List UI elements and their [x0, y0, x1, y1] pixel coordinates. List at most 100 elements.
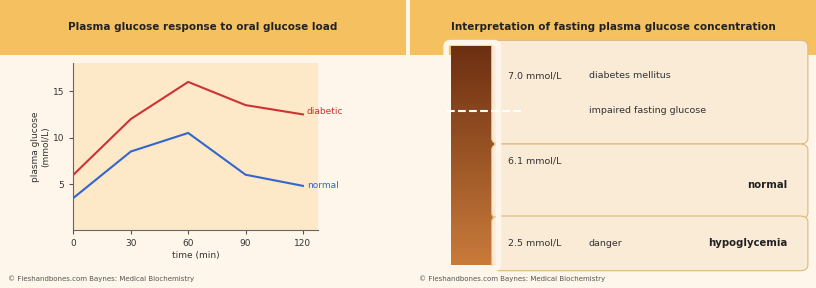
- Bar: [451, 183, 494, 185]
- Bar: [451, 92, 494, 95]
- Bar: [451, 259, 494, 262]
- Bar: [451, 234, 494, 238]
- Bar: [451, 256, 494, 259]
- FancyBboxPatch shape: [491, 144, 808, 219]
- Bar: [451, 158, 494, 161]
- Bar: [451, 125, 494, 128]
- Bar: [451, 60, 494, 62]
- Bar: [451, 111, 494, 114]
- Bar: [451, 76, 494, 79]
- Bar: [451, 51, 494, 54]
- Text: diabetic: diabetic: [307, 107, 344, 116]
- Bar: [451, 221, 494, 224]
- Bar: [451, 218, 494, 221]
- FancyBboxPatch shape: [491, 216, 808, 271]
- Bar: [451, 204, 494, 207]
- Bar: [451, 194, 494, 196]
- Bar: [451, 109, 494, 112]
- Bar: [451, 161, 494, 164]
- FancyBboxPatch shape: [0, 0, 406, 55]
- Bar: [451, 73, 494, 76]
- Bar: [451, 71, 494, 73]
- Bar: [451, 62, 494, 65]
- Bar: [451, 98, 494, 101]
- Bar: [451, 229, 494, 232]
- Bar: [451, 202, 494, 205]
- Bar: [451, 90, 494, 93]
- Bar: [451, 57, 494, 60]
- Bar: [451, 144, 494, 147]
- Bar: [451, 226, 494, 229]
- Bar: [451, 136, 494, 139]
- Text: normal: normal: [307, 181, 339, 190]
- Bar: [451, 103, 494, 106]
- Text: danger: danger: [589, 239, 623, 248]
- Bar: [451, 210, 494, 213]
- Bar: [451, 46, 494, 49]
- Text: 2.5 mmol/L: 2.5 mmol/L: [508, 239, 561, 248]
- Bar: [451, 147, 494, 150]
- Bar: [451, 114, 494, 117]
- Bar: [451, 166, 494, 169]
- Bar: [451, 87, 494, 90]
- Bar: [451, 223, 494, 227]
- Bar: [451, 243, 494, 246]
- Bar: [451, 215, 494, 218]
- Bar: [451, 169, 494, 172]
- Bar: [451, 185, 494, 188]
- Text: 6.1 mmol/L: 6.1 mmol/L: [508, 157, 561, 166]
- Bar: [451, 199, 494, 202]
- Bar: [451, 79, 494, 82]
- Bar: [451, 65, 494, 68]
- Bar: [451, 141, 494, 145]
- Bar: [451, 188, 494, 191]
- FancyBboxPatch shape: [410, 0, 816, 55]
- Bar: [451, 207, 494, 210]
- Bar: [451, 153, 494, 156]
- Y-axis label: plasma glucose
(mmol/L): plasma glucose (mmol/L): [31, 112, 50, 182]
- Bar: [451, 128, 494, 131]
- Text: hypoglycemia: hypoglycemia: [708, 238, 787, 248]
- X-axis label: time (min): time (min): [172, 251, 220, 260]
- Text: diabetes mellitus: diabetes mellitus: [589, 71, 671, 80]
- Text: Interpretation of fasting plasma glucose concentration: Interpretation of fasting plasma glucose…: [451, 22, 775, 33]
- Bar: [451, 232, 494, 235]
- Bar: [451, 139, 494, 142]
- Bar: [451, 150, 494, 153]
- Bar: [451, 196, 494, 199]
- Bar: [451, 49, 494, 52]
- Text: Plasma glucose response to oral glucose load: Plasma glucose response to oral glucose …: [68, 22, 338, 33]
- Text: 7.0 mmol/L: 7.0 mmol/L: [508, 71, 561, 80]
- Bar: [451, 68, 494, 71]
- Bar: [451, 101, 494, 103]
- Bar: [451, 155, 494, 158]
- Bar: [451, 172, 494, 175]
- Bar: [451, 174, 494, 177]
- Bar: [451, 254, 494, 257]
- Bar: [451, 248, 494, 251]
- Text: normal: normal: [747, 180, 787, 190]
- Bar: [451, 213, 494, 216]
- Bar: [451, 122, 494, 126]
- FancyBboxPatch shape: [491, 40, 808, 144]
- Bar: [451, 245, 494, 249]
- Bar: [451, 133, 494, 136]
- Bar: [451, 95, 494, 98]
- Bar: [451, 131, 494, 134]
- Bar: [451, 120, 494, 123]
- Text: impaired fasting glucose: impaired fasting glucose: [589, 106, 706, 115]
- Bar: [451, 240, 494, 243]
- Bar: [451, 84, 494, 87]
- Bar: [451, 251, 494, 254]
- Bar: [451, 54, 494, 57]
- Bar: [451, 82, 494, 84]
- Text: © Fleshandbones.com Baynes: Medical Biochemistry: © Fleshandbones.com Baynes: Medical Bioc…: [8, 276, 194, 282]
- Bar: [451, 262, 494, 265]
- Bar: [451, 180, 494, 183]
- Text: © Fleshandbones.com Baynes: Medical Biochemistry: © Fleshandbones.com Baynes: Medical Bioc…: [419, 276, 605, 282]
- Bar: [451, 163, 494, 166]
- Bar: [451, 117, 494, 120]
- Bar: [451, 237, 494, 240]
- Bar: [451, 106, 494, 109]
- Bar: [451, 191, 494, 194]
